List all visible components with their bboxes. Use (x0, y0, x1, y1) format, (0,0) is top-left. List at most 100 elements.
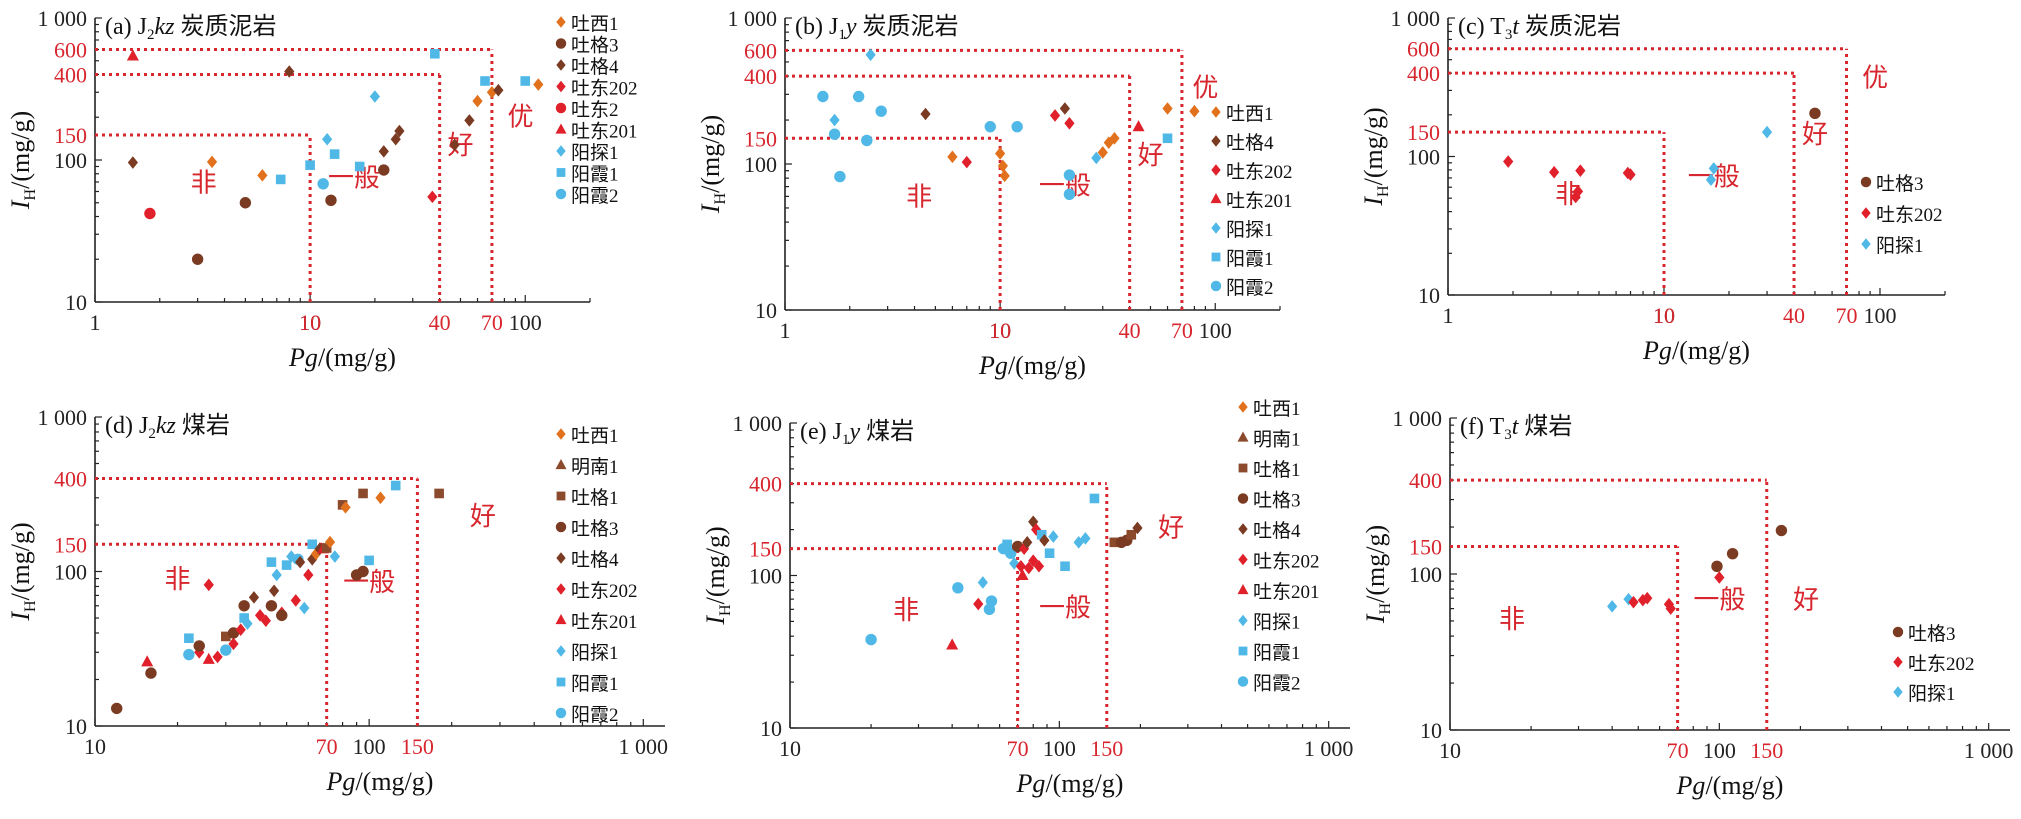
zone-label: 好 (1802, 120, 1828, 149)
data-point (141, 655, 154, 667)
x-tick-label: 1 (90, 310, 101, 335)
data-point (493, 83, 504, 97)
threshold-label-y: 400 (1407, 61, 1440, 86)
legend-label: 吐格3 (571, 518, 619, 540)
data-point (329, 149, 340, 159)
data-point (193, 640, 205, 652)
legend-marker (555, 521, 567, 533)
data-point (952, 582, 964, 594)
legend-label: 吐东201 (571, 611, 638, 633)
data-point (947, 150, 958, 164)
data-point (266, 557, 277, 567)
data-point (307, 552, 318, 566)
data-point (284, 65, 295, 78)
y-axis-label-subscript: H (712, 192, 729, 204)
data-point (834, 170, 846, 183)
data-point (378, 145, 389, 158)
x-tick-label: 100 (509, 310, 542, 335)
zone-label: 一般 (1039, 593, 1091, 622)
legend-marker (556, 428, 566, 440)
data-point (1711, 560, 1723, 573)
data-point (127, 156, 138, 169)
y-axis-label-symbol: I (1359, 196, 1388, 207)
chart-title-italic: y (847, 419, 860, 445)
y-axis-label-symbol: I (696, 203, 725, 214)
data-point (1033, 559, 1045, 573)
y-axis-label-symbol: I (1361, 613, 1390, 624)
data-point (1162, 102, 1173, 115)
data-point (1073, 536, 1084, 549)
data-point (1015, 559, 1027, 573)
legend-label: 阳探1 (1876, 235, 1924, 257)
chart-title-subscript: 3 (1504, 427, 1512, 443)
data-point (265, 600, 278, 612)
data-point (983, 603, 996, 616)
data-point (977, 576, 988, 589)
data-point (317, 178, 329, 190)
data-point (1048, 530, 1059, 543)
y-axis-label-subscript: H (1375, 185, 1392, 197)
data-point (299, 601, 310, 615)
chart-title-prefix: (e) J (800, 419, 842, 445)
y-axis-label: IH/(mg/g) (1361, 525, 1394, 624)
x-axis-label: Pg/(mg/g) (1016, 769, 1124, 798)
x-tick-label: 100 (1199, 318, 1232, 343)
threshold-label-y: 600 (54, 38, 87, 63)
data-point (861, 134, 873, 147)
chart-title-italic: kz (154, 14, 175, 40)
legend-marker (1238, 523, 1248, 535)
data-point (235, 623, 246, 637)
y-tick-label: 100 (1409, 562, 1442, 587)
legend-marker (555, 102, 567, 114)
threshold-label-y: 600 (1407, 37, 1440, 62)
legend-marker (556, 491, 566, 501)
chart-title: (b) J1y 炭质泥岩 (795, 13, 958, 43)
threshold-label-x: 10 (299, 310, 321, 335)
y-tick-label: 10 (755, 298, 777, 323)
threshold-label-y: 150 (54, 532, 87, 557)
data-point (1503, 155, 1514, 168)
threshold-label-x: 150 (1090, 736, 1123, 761)
legend-label: 吐东202 (571, 580, 638, 602)
data-point (220, 644, 232, 656)
legend-label: 阳探1 (1908, 683, 1956, 705)
legend-label: 阳霞1 (571, 673, 619, 695)
legend-marker (1237, 676, 1249, 687)
chart-title-prefix: (a) J (105, 14, 147, 40)
x-tick-label: 10 (1439, 738, 1461, 763)
y-axis-label-symbol: I (6, 611, 35, 622)
threshold-label-x: 70 (316, 734, 338, 759)
y-tick-label: 100 (54, 148, 87, 173)
legend-label: 吐东202 (1876, 204, 1943, 226)
x-axis-label-symbol: Pg (326, 767, 356, 796)
data-point (1665, 602, 1676, 615)
chart-title-prefix: (d) J (105, 413, 148, 439)
legend-marker (1211, 222, 1221, 234)
data-point (1109, 537, 1120, 548)
data-point (1011, 121, 1023, 133)
y-axis-label-symbol: I (701, 615, 730, 626)
data-point (464, 114, 475, 127)
legend-label: 吐东202 (1908, 653, 1975, 675)
y-tick-label: 1 000 (733, 411, 783, 436)
y-tick-label: 10 (760, 716, 782, 741)
data-point (961, 155, 972, 169)
y-axis-label-unit: /(mg/g) (6, 111, 35, 189)
x-tick-label: 1 000 (619, 734, 669, 759)
chart-title-italic: y (844, 14, 857, 40)
threshold-label-y: 400 (54, 466, 87, 491)
data-point (875, 105, 887, 117)
x-axis-label: Pg/(mg/g) (1676, 771, 1784, 800)
legend-marker (1210, 280, 1222, 292)
data-point (184, 633, 194, 644)
data-point (378, 164, 390, 176)
data-point (1060, 561, 1070, 572)
data-point (865, 48, 876, 62)
data-point (358, 488, 368, 499)
legend-label: 吐格3 (1253, 490, 1301, 512)
x-tick-label: 1 000 (1964, 738, 2014, 763)
x-axis-label-symbol: Pg (978, 351, 1008, 380)
data-point (228, 637, 239, 651)
y-tick-label: 100 (1407, 145, 1440, 170)
x-tick-label: 1 000 (1304, 736, 1354, 761)
